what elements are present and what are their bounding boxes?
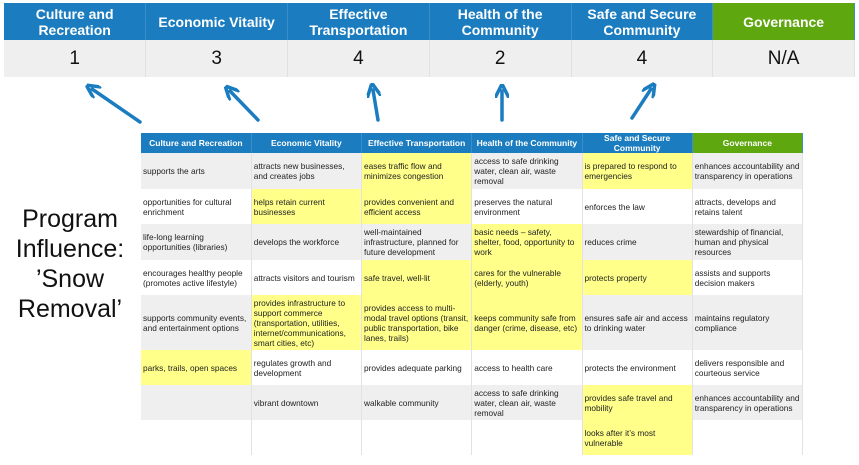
program-influence-label: Program Influence: ’Snow Removal’	[15, 205, 125, 323]
matrix-cell-highlighted: provides convenient and efficient access	[361, 189, 473, 224]
matrix-cell-highlighted: provides access to multi-modal travel op…	[361, 295, 473, 350]
arrows	[0, 0, 859, 124]
matrix-cell: encourages healthy people (promotes acti…	[141, 260, 252, 295]
matrix-cell: access to safe drinking water, clean air…	[471, 153, 583, 189]
matrix-cell: access to safe drinking water, clean air…	[471, 385, 583, 420]
matrix-header: Economic Vitality	[251, 133, 363, 153]
matrix-header: Culture and Recreation	[141, 133, 252, 153]
matrix-cell-highlighted: provides infrastructure to support comme…	[251, 295, 363, 350]
matrix-cell	[692, 420, 804, 455]
summary-header: Governance	[712, 3, 855, 40]
matrix-cell: provides adequate parking	[361, 350, 473, 385]
matrix-cell: access to health care	[471, 350, 583, 385]
influence-matrix: Culture and Recreation Economic Vitality E…	[141, 133, 804, 455]
arrow-icon	[230, 91, 260, 122]
matrix-row: encourages healthy people (promotes acti…	[141, 260, 804, 295]
score-cell: N/A	[712, 40, 855, 77]
matrix-row: supports the arts attracts new businesses…	[141, 153, 804, 189]
score-cell: 2	[429, 40, 572, 77]
matrix-row: parks, trails, open spaces regulates grow…	[141, 350, 804, 385]
matrix-cell-highlighted: helps retain current businesses	[251, 189, 363, 224]
matrix-cell	[141, 385, 252, 420]
matrix-cell: attracts new businesses, and creates job…	[251, 153, 363, 189]
matrix-cell: maintains regulatory compliance	[692, 295, 804, 350]
matrix-cell: assists and supports decision makers	[692, 260, 804, 295]
matrix-cell-highlighted: provides safe travel and mobility	[582, 385, 693, 420]
matrix-cell: delivers responsible and courteous servi…	[692, 350, 804, 385]
matrix-cell: protects the environment	[582, 350, 693, 385]
matrix-header: Safe and Secure Community	[582, 133, 693, 153]
matrix-header: Governance	[692, 133, 804, 153]
matrix-cell	[251, 420, 363, 455]
score-cell: 1	[4, 40, 147, 77]
matrix-cell-highlighted: safe travel, well-lit	[361, 260, 473, 295]
matrix-cell: vibrant downtown	[251, 385, 363, 420]
matrix-cell: preserves the natural environment	[471, 189, 583, 224]
matrix-cell-highlighted: is prepared to respond to emergencies	[582, 153, 693, 189]
summary-header: Economic Vitality	[145, 3, 288, 40]
summary-header: Health of the Community	[429, 3, 572, 40]
matrix-header: Effective Transportation	[361, 133, 473, 153]
matrix-cell: life-long learning opportunities (librar…	[141, 224, 252, 260]
summary-table: Culture and Recreation Economic Vitality…	[4, 3, 855, 77]
score-cell: 4	[287, 40, 430, 77]
matrix-cell-highlighted: eases traffic flow and minimizes congest…	[361, 153, 473, 189]
matrix-row: supports community events, and entertain…	[141, 295, 804, 350]
matrix-cell: stewardship of financial, human and phys…	[692, 224, 804, 260]
matrix-cell: ensures safe air and access to drinking …	[582, 295, 693, 350]
matrix-cell	[141, 420, 252, 455]
arrow-icon	[630, 89, 651, 120]
matrix-cell: supports community events, and entertain…	[141, 295, 252, 350]
matrix-header: Health of the Community	[471, 133, 583, 153]
matrix-cell: walkable community	[361, 385, 473, 420]
score-cell: 4	[571, 40, 714, 77]
matrix-cell: enforces the law	[582, 189, 693, 224]
matrix-cell: reduces crime	[582, 224, 693, 260]
matrix-row: looks after it’s most vulnerable	[141, 420, 804, 455]
matrix-cell-highlighted: keeps community safe from danger (crime,…	[471, 295, 583, 350]
score-cell: 3	[145, 40, 288, 77]
summary-header: Culture and Recreation	[4, 3, 147, 40]
matrix-cell: enhances accountability and transparency…	[692, 153, 804, 189]
arrow-icon	[373, 90, 378, 122]
matrix-row: vibrant downtown walkable community access…	[141, 385, 804, 420]
matrix-row: life-long learning opportunities (librar…	[141, 224, 804, 260]
summary-score-row: 1 3 4 2 4 N/A	[4, 40, 855, 77]
matrix-cell: enhances accountability and transparency…	[692, 385, 804, 420]
matrix-cell: attracts, develops and retains talent	[692, 189, 804, 224]
matrix-cell: opportunities for cultural enrichment	[141, 189, 252, 224]
matrix-cell: regulates growth and development	[251, 350, 363, 385]
matrix-cell-highlighted: looks after it’s most vulnerable	[582, 420, 693, 455]
matrix-cell-highlighted: protects property	[582, 260, 693, 295]
matrix-cell-highlighted: basic needs – safety, shelter, food, opp…	[471, 224, 583, 260]
matrix-cell-highlighted: cares for the vulnerable (elderly, youth…	[471, 260, 583, 295]
matrix-row: opportunities for cultural enrichment hel…	[141, 189, 804, 224]
matrix-cell: develops the workforce	[251, 224, 363, 260]
arrow-icon	[92, 89, 142, 124]
summary-header-row: Culture and Recreation Economic Vitality…	[4, 3, 855, 40]
matrix-cell: supports the arts	[141, 153, 252, 189]
matrix-cell-highlighted: parks, trails, open spaces	[141, 350, 252, 385]
matrix-header-row: Culture and Recreation Economic Vitality E…	[141, 133, 804, 153]
matrix-cell	[471, 420, 583, 455]
matrix-cell	[361, 420, 473, 455]
matrix-cell: well-maintained infrastructure, planned …	[361, 224, 473, 260]
summary-header: Effective Transportation	[287, 3, 430, 40]
summary-header: Safe and Secure Community	[571, 3, 714, 40]
matrix-cell: attracts visitors and tourism	[251, 260, 363, 295]
